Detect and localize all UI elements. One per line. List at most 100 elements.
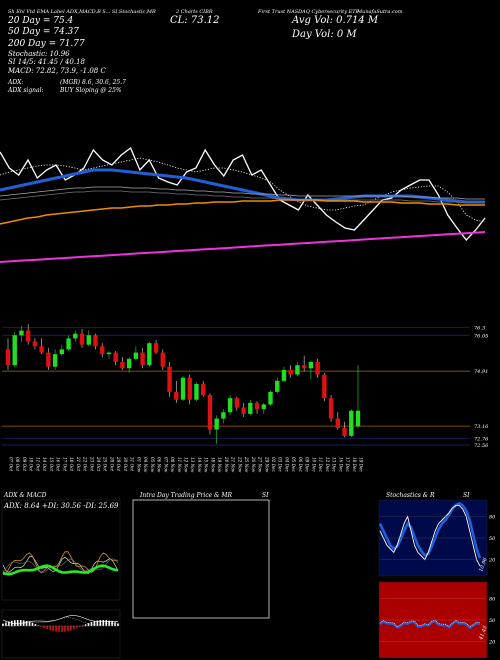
candle-body	[52, 354, 58, 367]
candle-body	[349, 410, 354, 436]
macd-bar	[2, 623, 4, 626]
macd-bar	[13, 620, 16, 626]
candle-body	[73, 333, 78, 339]
candle-body	[200, 384, 206, 395]
price-tick-label: 73.16	[474, 424, 489, 430]
rsi-value: 41.45	[478, 625, 489, 641]
x-tick-label: 25 Nov	[244, 456, 249, 473]
x-tick-label: 05 Dec	[291, 457, 296, 472]
macd-bar	[19, 620, 22, 626]
candle-body	[160, 352, 166, 367]
ma-100-line	[0, 190, 485, 204]
stochastic-ticks: 80 50 20	[380, 514, 496, 564]
candle-body	[39, 346, 44, 353]
candle-body	[342, 428, 347, 436]
adx-lines	[2, 551, 119, 576]
candle-body	[194, 384, 199, 400]
rsi-ticks: 80 50 20	[380, 596, 496, 646]
adx-panel-frame	[1, 499, 121, 601]
candle-body	[268, 391, 273, 405]
rsi-tick-label: 80	[489, 596, 496, 602]
header-fund-name: First Trust NASDAQ Cybersecurity ETF	[257, 9, 360, 15]
x-tick-label: 23 Oct	[89, 456, 94, 471]
buy-signal-label: BUY Sloping @ 25%	[59, 87, 122, 94]
macd-bar	[16, 620, 19, 626]
macd-bar	[84, 624, 87, 626]
macd-bar	[25, 621, 28, 626]
x-tick-label: 22 Nov	[237, 456, 242, 473]
candle-body	[93, 335, 98, 347]
candle-body	[19, 330, 24, 336]
macd-bar	[5, 622, 7, 626]
ma-50-line	[0, 186, 485, 200]
dma200-label: 200 Day = 71.77	[7, 39, 85, 49]
candle-body	[355, 410, 361, 427]
candle-body	[46, 352, 51, 367]
candle-body	[5, 349, 11, 366]
stoch-panel-title: Stochastics & R	[386, 492, 435, 499]
stoch-panel-si: SI	[463, 492, 470, 499]
candle-body	[59, 349, 65, 355]
x-tick-label: 14 Oct	[42, 457, 47, 471]
x-tick-label: 11 Oct	[35, 457, 40, 471]
x-tick-label: 21 Nov	[231, 456, 236, 473]
x-tick-label: 18 Oct	[69, 457, 74, 471]
rsi-lines	[379, 619, 481, 630]
x-tick-label: 25 Oct	[103, 456, 108, 471]
price-tick-label: 76.3	[474, 325, 485, 331]
candle-body	[275, 380, 280, 392]
x-tick-label: 02 Dec	[271, 457, 276, 472]
macd-bar	[96, 620, 99, 626]
macd-bar	[8, 621, 10, 626]
x-tick-label: 11 Dec	[318, 457, 323, 472]
adx-white-line	[2, 556, 119, 574]
macd-bar	[43, 626, 46, 628]
candle-body	[322, 374, 327, 399]
x-tick-label: 20 Nov	[224, 456, 229, 473]
candle-body	[167, 366, 172, 392]
x-tick-label: 08 Oct	[15, 457, 20, 471]
rsi-tick-label: 20	[488, 640, 496, 646]
day-vol-label: Day Vol: 0 M	[291, 29, 357, 40]
x-tick-label: 16 Oct	[56, 457, 61, 471]
x-tick-label: 12 Nov	[184, 457, 189, 473]
x-tick-label: 13 Dec	[332, 457, 337, 472]
candle-body	[133, 352, 139, 359]
header-tag-line: Sh Ehl Vtd EMA Label ADX,MACD,B S... SI,…	[8, 9, 156, 15]
macd-bar	[37, 625, 40, 626]
moving-average-lines	[0, 146, 486, 263]
intraday-panel-title: Intra Day Trading Price & MR	[139, 492, 233, 499]
stoch-tick-label: 80	[489, 514, 496, 520]
x-tick-label: 26 Nov	[251, 456, 256, 473]
x-tick-label: 01 Nov	[136, 457, 141, 473]
candle-body	[315, 362, 320, 375]
price-tick-label: 72.56	[474, 443, 489, 449]
x-tick-label: 10 Oct	[29, 457, 34, 471]
x-tick-label: 04 Dec	[284, 457, 289, 472]
candle-body	[214, 418, 219, 430]
candle-body	[126, 358, 132, 369]
header-chart-ref: 2 Charts CIBR	[175, 9, 213, 15]
x-tick-label: 04 Nov	[143, 457, 148, 473]
macd-bar	[90, 622, 93, 626]
macd-bar	[114, 622, 116, 626]
stoch-tick-label: 50	[489, 536, 496, 542]
avg-vol-label: Avg Vol: 0.714 M	[291, 15, 379, 26]
x-tick-label: 11 Nov	[177, 457, 182, 473]
macd-histogram	[2, 615, 119, 632]
macd-bar	[40, 626, 43, 627]
macd-label: MACD: 72.82, 73.9, -1.08 C	[7, 67, 106, 75]
adx-panel-values: ADX: 8.64 +DI: 30.56 -DI: 25.69	[3, 502, 119, 510]
x-tick-label: 22 Oct	[83, 456, 88, 471]
candle-body	[106, 352, 112, 355]
macd-bar	[111, 621, 113, 626]
ma-200-line	[0, 231, 486, 263]
dma50-label: 50 Day = 74.37	[8, 27, 79, 37]
macd-bar	[46, 626, 49, 630]
candle-body	[100, 346, 105, 355]
candlestick-series	[5, 324, 361, 444]
candle-body	[248, 402, 253, 414]
x-tick-label: 15 Nov	[204, 457, 209, 473]
rsi-white-line	[379, 619, 481, 628]
macd-bar	[87, 623, 90, 626]
